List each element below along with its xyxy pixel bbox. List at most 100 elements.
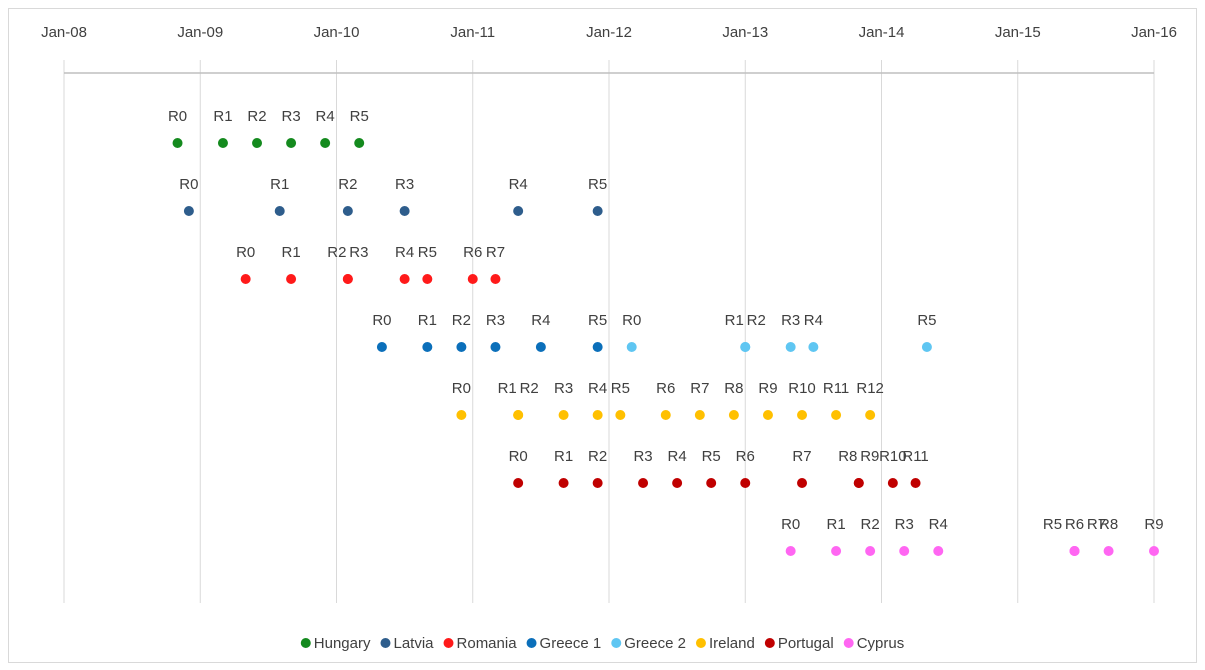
legend-label: Latvia: [393, 635, 434, 652]
point-label: R2: [452, 312, 471, 329]
point: [728, 410, 739, 420]
point-label: R2: [747, 312, 766, 329]
point-label: R5: [611, 380, 630, 397]
point-label: R3: [781, 312, 800, 329]
point: [252, 138, 263, 148]
point-label: R10: [879, 448, 907, 465]
point: [1149, 546, 1159, 556]
point-label: R5: [1043, 516, 1062, 533]
x-tick-label: Jan-14: [859, 24, 905, 41]
point-label: R1: [270, 176, 289, 193]
point: [342, 274, 353, 284]
point: [785, 342, 796, 352]
point-label: R0: [452, 380, 471, 397]
point-label: R4: [668, 448, 687, 465]
point-label: R5: [588, 176, 607, 193]
point-label: R5: [418, 244, 437, 261]
point: [626, 342, 637, 352]
point-label: R6: [656, 380, 675, 397]
point-label: R4: [929, 516, 948, 533]
point-label: R0: [372, 312, 391, 329]
point-label: R7: [486, 244, 505, 261]
point-label: R4: [316, 108, 335, 125]
point-label: R5: [350, 108, 369, 125]
legend-marker: [764, 638, 775, 648]
point: [354, 138, 365, 148]
point-label: R2: [247, 108, 266, 125]
point: [797, 478, 808, 488]
point-label: R6: [736, 448, 755, 465]
point: [422, 274, 433, 284]
point: [910, 478, 921, 488]
point-label: R0: [236, 244, 255, 261]
point-label: R6: [1065, 516, 1084, 533]
point: [286, 138, 297, 148]
point: [558, 478, 569, 488]
point-label: R9: [860, 448, 879, 465]
point: [865, 546, 876, 556]
point: [399, 274, 410, 284]
point: [183, 206, 194, 216]
point: [887, 478, 898, 488]
point-label: R0: [781, 516, 800, 533]
point: [762, 410, 773, 420]
point: [865, 410, 876, 420]
legend-marker: [843, 638, 854, 648]
legend-label: Cyprus: [857, 635, 905, 652]
legend-label: Hungary: [314, 635, 371, 652]
point: [740, 342, 751, 352]
point: [320, 138, 331, 148]
point: [342, 206, 353, 216]
point-label: R3: [281, 108, 300, 125]
point-label: R8: [838, 448, 857, 465]
chart-border: [8, 8, 1197, 663]
point-label: R5: [917, 312, 936, 329]
point: [672, 478, 683, 488]
point-label: R3: [895, 516, 914, 533]
x-tick-label: Jan-16: [1131, 24, 1177, 41]
point: [592, 478, 603, 488]
x-tick-label: Jan-13: [722, 24, 768, 41]
point-label: R6: [463, 244, 482, 261]
legend-marker: [300, 638, 311, 648]
point: [535, 342, 546, 352]
point-label: R8: [1099, 516, 1118, 533]
point: [490, 274, 501, 284]
point: [592, 342, 603, 352]
legend-label: Portugal: [778, 635, 834, 652]
point: [615, 410, 626, 420]
point: [286, 274, 297, 284]
point: [274, 206, 285, 216]
legend-marker: [380, 638, 391, 648]
point: [399, 206, 410, 216]
point: [456, 342, 467, 352]
point-label: R9: [1144, 516, 1163, 533]
point-label: R3: [349, 244, 368, 261]
legend-label: Ireland: [709, 635, 755, 652]
point: [797, 410, 808, 420]
x-tick-label: Jan-11: [450, 24, 495, 41]
point: [638, 478, 649, 488]
x-tick-label: Jan-12: [586, 24, 632, 41]
point: [921, 342, 932, 352]
point: [1069, 546, 1080, 556]
point: [933, 546, 944, 556]
point-label: R1: [281, 244, 300, 261]
point-label: R1: [418, 312, 437, 329]
point: [240, 274, 251, 284]
point-label: R1: [213, 108, 232, 125]
point: [592, 206, 603, 216]
x-tick-label: Jan-09: [177, 24, 223, 41]
point: [456, 410, 467, 420]
point: [831, 546, 842, 556]
point-label: R4: [509, 176, 528, 193]
point: [853, 478, 864, 488]
point-label: R8: [724, 380, 743, 397]
point: [899, 546, 910, 556]
point: [422, 342, 433, 352]
point-label: R4: [804, 312, 823, 329]
legend-marker: [443, 638, 454, 648]
point: [513, 206, 524, 216]
point: [217, 138, 228, 148]
